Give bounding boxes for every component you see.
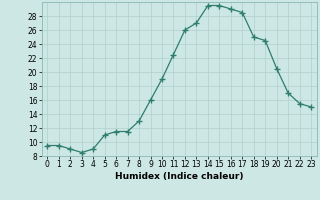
X-axis label: Humidex (Indice chaleur): Humidex (Indice chaleur) [115, 172, 244, 181]
